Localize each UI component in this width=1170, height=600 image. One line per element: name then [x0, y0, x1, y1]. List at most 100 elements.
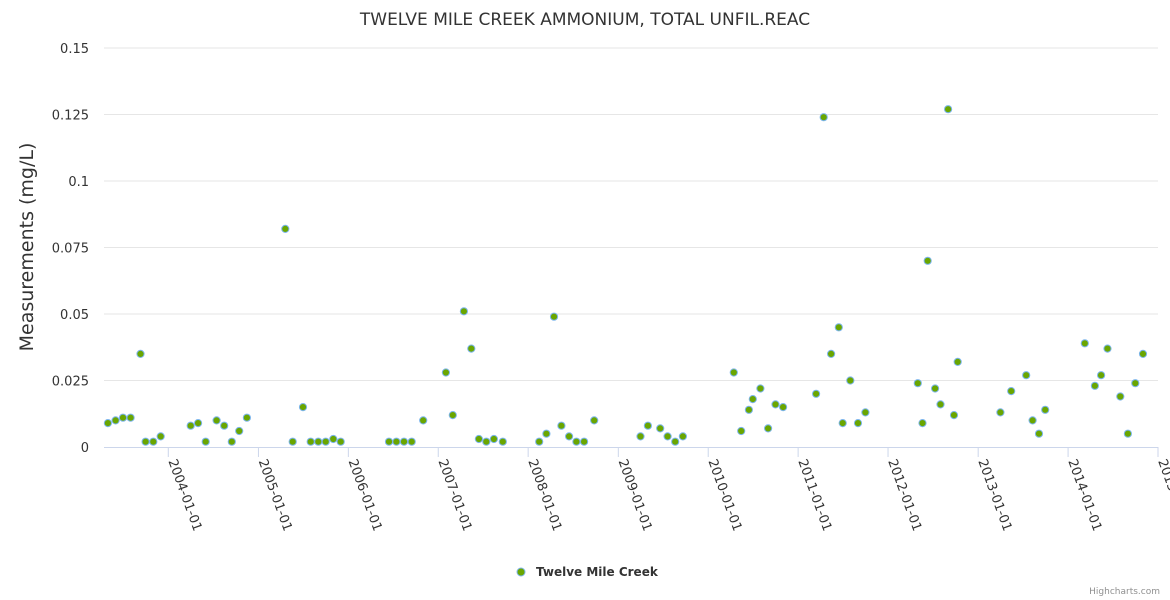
data-point[interactable]	[186, 421, 195, 430]
data-point[interactable]	[321, 437, 330, 446]
data-point[interactable]	[149, 437, 158, 446]
data-point[interactable]	[384, 437, 394, 446]
data-point[interactable]	[590, 416, 599, 425]
data-point[interactable]	[557, 421, 566, 430]
data-point[interactable]	[542, 429, 551, 438]
data-point[interactable]	[838, 419, 847, 428]
data-point[interactable]	[1097, 371, 1106, 380]
data-point[interactable]	[467, 344, 476, 353]
data-point[interactable]	[399, 437, 409, 446]
data-point[interactable]	[729, 368, 738, 377]
data-point[interactable]	[834, 323, 843, 332]
data-point[interactable]	[944, 105, 953, 114]
data-point[interactable]	[744, 405, 754, 414]
grid-lines	[104, 47, 1158, 381]
data-point[interactable]	[306, 437, 315, 446]
data-point[interactable]	[953, 357, 962, 366]
data-point[interactable]	[336, 437, 345, 446]
data-point[interactable]	[156, 432, 165, 441]
data-point[interactable]	[459, 307, 468, 316]
data-point[interactable]	[1034, 429, 1044, 438]
data-point[interactable]	[212, 416, 221, 425]
legend-item-label[interactable]: Twelve Mile Creek	[536, 565, 659, 579]
data-point[interactable]	[643, 421, 653, 430]
credits-link[interactable]: Highcharts.com	[1089, 587, 1160, 597]
data-point[interactable]	[819, 113, 828, 122]
data-point[interactable]	[671, 437, 680, 446]
data-point[interactable]	[298, 403, 308, 412]
data-point[interactable]	[931, 384, 940, 393]
data-point[interactable]	[756, 384, 765, 393]
data-point[interactable]	[827, 349, 836, 358]
data-point[interactable]	[141, 437, 150, 446]
data-point[interactable]	[111, 416, 120, 425]
y-tick-label: 0.075	[52, 242, 89, 257]
data-point[interactable]	[580, 437, 589, 446]
data-point[interactable]	[846, 376, 855, 385]
data-point[interactable]	[498, 437, 507, 446]
data-point[interactable]	[918, 419, 927, 428]
data-point[interactable]	[1080, 339, 1089, 348]
data-point[interactable]	[1007, 387, 1016, 396]
data-point[interactable]	[549, 312, 559, 321]
data-point[interactable]	[1123, 429, 1133, 438]
data-point[interactable]	[1090, 381, 1100, 390]
data-point[interactable]	[1028, 416, 1037, 425]
data-point[interactable]	[656, 424, 665, 433]
data-point[interactable]	[126, 413, 135, 422]
data-point[interactable]	[853, 419, 863, 428]
data-point[interactable]	[448, 411, 457, 420]
data-point[interactable]	[913, 379, 922, 388]
y-tick-label: 0	[81, 441, 89, 456]
data-point[interactable]	[441, 368, 450, 377]
data-point[interactable]	[201, 437, 210, 446]
data-point[interactable]	[663, 432, 672, 441]
data-point[interactable]	[392, 437, 401, 446]
data-point[interactable]	[314, 437, 323, 446]
data-point[interactable]	[1022, 371, 1031, 380]
legend[interactable]: Twelve Mile Creek	[516, 565, 659, 579]
data-point[interactable]	[474, 434, 483, 444]
data-point[interactable]	[764, 424, 773, 433]
data-point[interactable]	[220, 421, 229, 430]
data-point[interactable]	[678, 432, 688, 441]
data-points[interactable]	[103, 105, 1148, 446]
data-point[interactable]	[242, 413, 251, 422]
data-point[interactable]	[1131, 379, 1140, 388]
data-point[interactable]	[419, 416, 428, 425]
data-point[interactable]	[861, 408, 870, 417]
data-point[interactable]	[565, 432, 574, 441]
data-point[interactable]	[748, 395, 757, 404]
data-point[interactable]	[1103, 344, 1112, 353]
data-point[interactable]	[194, 419, 203, 428]
data-point[interactable]	[103, 419, 113, 428]
data-point[interactable]	[923, 256, 932, 265]
data-point[interactable]	[288, 437, 297, 446]
data-point[interactable]	[489, 434, 498, 444]
data-point[interactable]	[482, 437, 491, 446]
data-point[interactable]	[572, 437, 581, 446]
data-point[interactable]	[235, 426, 244, 436]
data-point[interactable]	[227, 437, 236, 446]
data-point[interactable]	[136, 349, 145, 358]
data-point[interactable]	[118, 413, 128, 422]
data-point[interactable]	[636, 432, 645, 441]
data-point[interactable]	[1138, 349, 1148, 358]
data-point[interactable]	[771, 400, 780, 409]
data-point[interactable]	[812, 389, 821, 398]
data-point[interactable]	[1116, 392, 1125, 401]
data-point[interactable]	[407, 437, 416, 446]
legend-marker[interactable]	[516, 567, 526, 577]
data-point[interactable]	[779, 403, 788, 412]
chart-title: TWELVE MILE CREEK AMMONIUM, TOTAL UNFIL.…	[359, 10, 810, 30]
data-point[interactable]	[535, 437, 544, 446]
data-point[interactable]	[329, 434, 338, 444]
data-point[interactable]	[1041, 405, 1050, 414]
data-point[interactable]	[949, 411, 959, 420]
data-point[interactable]	[996, 408, 1005, 417]
data-point[interactable]	[936, 400, 945, 409]
data-point[interactable]	[281, 224, 290, 233]
data-point[interactable]	[737, 426, 746, 436]
y-tick-label: 0.1	[68, 175, 89, 190]
